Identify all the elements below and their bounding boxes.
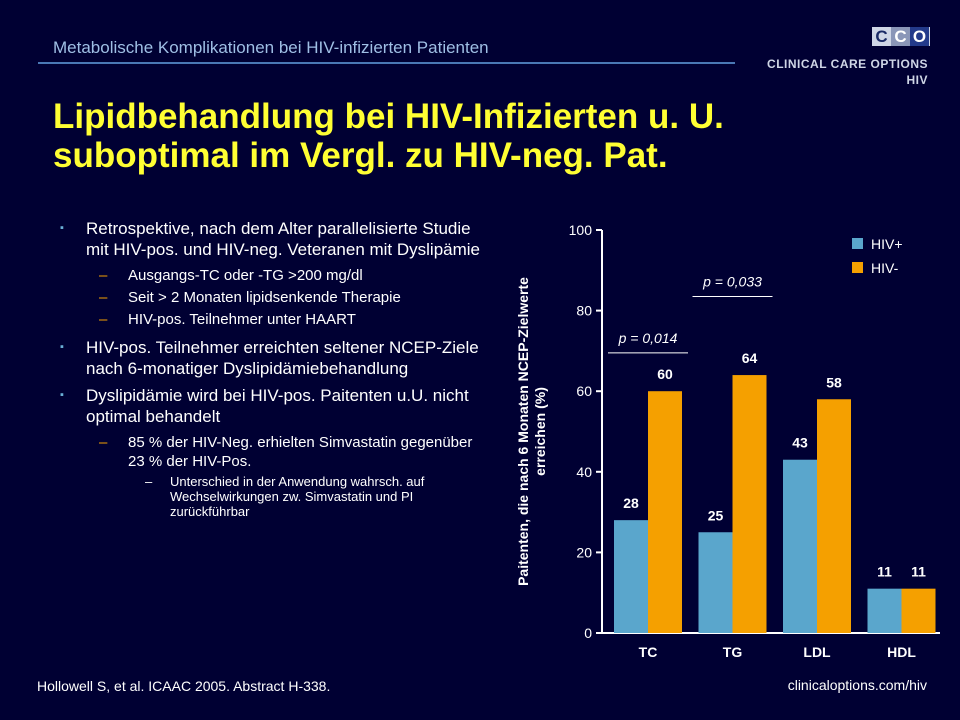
dash-icon: – xyxy=(145,474,153,489)
data-label: 58 xyxy=(826,374,842,390)
data-label: 25 xyxy=(708,507,724,523)
legend-swatch xyxy=(852,238,863,249)
x-tick-label: TC xyxy=(639,644,658,660)
bullet-text: Ausgangs-TC oder -TG >200 mg/dl xyxy=(128,267,363,284)
sub-bullet-item: – Seit > 2 Monaten lipidsenkende Therapie xyxy=(60,288,480,307)
bullet-text: Seit > 2 Monaten lipidsenkende Therapie xyxy=(128,289,401,306)
bar-chart: 0 20 40 60 80 100 Paitenten, die nach 6 Monate… xyxy=(515,222,940,660)
slide-title: Lipidbehandlung bei HIV-Infizierten u. U… xyxy=(53,97,933,175)
y-axis-label: Paitenten, die nach 6 Monaten NCEP-Zielw… xyxy=(515,277,548,586)
bullet-text: Unterschied in der Anwendung wahrsch. au… xyxy=(170,474,425,519)
bar-hivpos-tg xyxy=(698,532,733,633)
data-label: 64 xyxy=(742,350,758,366)
bullet-list: ▪ Retrospektive, nach dem Alter paralleli… xyxy=(60,218,480,522)
y-axis-label-line-2: erreichen (%) xyxy=(532,387,548,476)
logo-letter-2: C xyxy=(891,27,910,46)
bullet-text: Dyslipidämie wird bei HIV-pos. Paitenten… xyxy=(86,386,469,426)
cco-logo: C C O xyxy=(872,27,930,46)
header-divider xyxy=(38,62,735,64)
dash-icon: – xyxy=(99,311,108,328)
bullet-text: HIV-pos. Teilnehmer unter HAART xyxy=(128,311,356,328)
bullet-text: HIV-pos. Teilnehmer erreichten seltener … xyxy=(86,338,479,378)
bullet-square-icon: ▪ xyxy=(60,341,64,353)
bullet-item: ▪ Retrospektive, nach dem Alter paralleli… xyxy=(60,218,480,260)
data-label: 28 xyxy=(623,495,639,511)
data-label: 43 xyxy=(792,435,808,451)
bullet-square-icon: ▪ xyxy=(60,389,64,401)
slide-title-line-1: Lipidbehandlung bei HIV-Infizierten u. U… xyxy=(53,97,724,136)
p-value-annotation: p = 0,014 xyxy=(618,330,678,346)
legend-label: HIV+ xyxy=(871,236,903,252)
bullet-item: ▪ Dyslipidämie wird bei HIV-pos. Paitente… xyxy=(60,385,480,427)
sub-bullet-item: – Ausgangs-TC oder -TG >200 mg/dl xyxy=(60,266,480,285)
bar-hivneg-tg xyxy=(732,375,767,633)
brand-name: CLINICAL CARE OPTIONS HIV xyxy=(767,56,928,88)
legend-label: HIV- xyxy=(871,260,899,276)
sub-bullet-item: – 85 % der HIV-Neg. erhielten Simvastatin… xyxy=(60,433,480,471)
x-tick-label: HDL xyxy=(887,644,916,660)
p-value-annotation: p = 0,033 xyxy=(702,273,762,289)
y-tick-label: 40 xyxy=(576,464,592,480)
y-tick-label: 80 xyxy=(576,303,592,319)
y-axis-label-line-1: Paitenten, die nach 6 Monaten NCEP-Zielw… xyxy=(515,277,531,586)
logo-letter-1: C xyxy=(875,27,888,46)
dash-icon: – xyxy=(99,434,108,451)
sub-sub-bullet-item: – Unterschied in der Anwendung wahrsch. a… xyxy=(60,474,480,519)
bullet-square-icon: ▪ xyxy=(60,222,64,234)
citation: Hollowell S, et al. ICAAC 2005. Abstract… xyxy=(37,678,331,694)
data-label: 11 xyxy=(911,564,926,580)
bar-hivneg-hdl xyxy=(901,588,936,633)
y-tick-label: 0 xyxy=(584,625,592,641)
bar-hivpos-ldl xyxy=(783,459,817,633)
logo-letter-3: O xyxy=(910,27,929,46)
y-tick-label: 20 xyxy=(576,544,592,560)
dash-icon: – xyxy=(99,289,108,306)
x-tick-label: TG xyxy=(723,644,743,660)
bullet-text: 85 % der HIV-Neg. erhielten Simvastatin … xyxy=(128,434,473,470)
legend-swatch xyxy=(852,262,863,273)
x-tick-label: LDL xyxy=(803,644,831,660)
bar-hivneg-ldl xyxy=(817,399,851,633)
bullet-item: ▪ HIV-pos. Teilnehmer erreichten seltener… xyxy=(60,337,480,379)
slide-title-line-2: suboptimal im Vergl. zu HIV-neg. Pat. xyxy=(53,136,668,175)
sub-bullet-item: – HIV-pos. Teilnehmer unter HAART xyxy=(60,310,480,329)
brand-title: CLINICAL CARE OPTIONS xyxy=(767,57,928,71)
y-tick-label: 100 xyxy=(569,222,593,238)
footer-url: clinicaloptions.com/hiv xyxy=(787,677,927,693)
y-tick-label: 60 xyxy=(576,383,592,399)
bar-hivneg-tc xyxy=(648,391,682,633)
bar-hivpos-hdl xyxy=(867,588,902,633)
slide-header-text: Metabolische Komplikationen bei HIV-infi… xyxy=(53,38,489,57)
brand-subtitle: HIV xyxy=(906,73,928,87)
bar-hivpos-tc xyxy=(614,520,648,633)
data-label: 60 xyxy=(657,366,673,382)
dash-icon: – xyxy=(99,267,108,284)
bullet-text: Retrospektive, nach dem Alter parallelis… xyxy=(86,219,481,259)
data-label: 11 xyxy=(877,564,892,580)
